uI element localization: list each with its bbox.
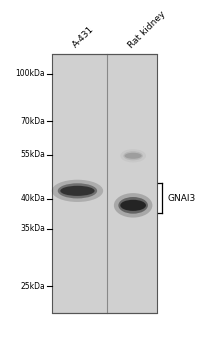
Ellipse shape <box>52 180 103 202</box>
Text: A-431: A-431 <box>71 25 96 50</box>
Text: 55kDa: 55kDa <box>20 150 45 159</box>
Ellipse shape <box>60 186 95 196</box>
Text: 25kDa: 25kDa <box>21 282 45 291</box>
Text: 40kDa: 40kDa <box>20 194 45 203</box>
Ellipse shape <box>120 149 146 162</box>
Text: 35kDa: 35kDa <box>20 224 45 233</box>
Ellipse shape <box>125 153 142 159</box>
Ellipse shape <box>123 151 143 160</box>
Text: 100kDa: 100kDa <box>16 69 45 78</box>
Ellipse shape <box>58 183 97 198</box>
Text: 70kDa: 70kDa <box>20 117 45 126</box>
Ellipse shape <box>120 200 146 211</box>
Ellipse shape <box>114 193 152 218</box>
Text: Rat kidney: Rat kidney <box>127 9 167 50</box>
Bar <box>52 54 157 313</box>
Ellipse shape <box>118 197 148 214</box>
Text: GNAI3: GNAI3 <box>167 194 196 203</box>
